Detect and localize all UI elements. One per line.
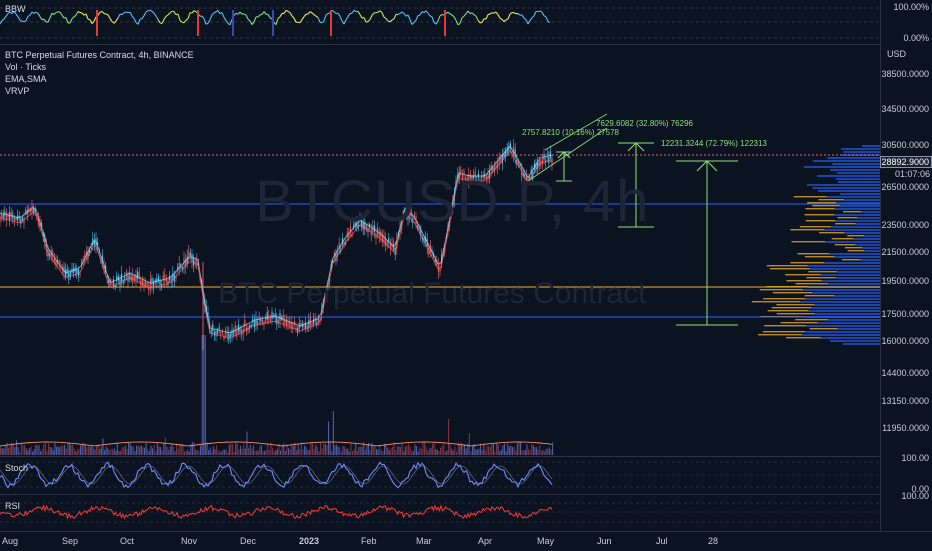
time-tick: Mar	[416, 536, 432, 546]
indicator-vrvp[interactable]: VRVP	[5, 85, 194, 97]
measure-arrow-large[interactable]	[676, 161, 738, 325]
price-tick: 11950.0000	[882, 423, 929, 433]
time-tick: Feb	[361, 536, 377, 546]
bar-countdown: 01:07:06	[880, 169, 932, 180]
time-tick: Dec	[240, 536, 256, 546]
time-tick: Aug	[2, 536, 18, 546]
price-tick: 17500.0000	[881, 309, 929, 319]
time-tick: 28	[708, 536, 718, 546]
price-tick: 14400.0000	[881, 368, 929, 378]
time-axis[interactable]: Aug Sep Oct Nov Dec 2023 Feb Mar Apr May…	[0, 531, 932, 551]
measure-label-large: 12231.3244 (72.79%) 122313	[661, 139, 767, 148]
price-tick: 19500.0000	[881, 276, 929, 286]
price-tick: 34500.0000	[881, 104, 929, 114]
measure-label-medium: 7629.6082 (32.80%) 76296	[596, 119, 693, 128]
price-tick: 38500.0000	[881, 69, 929, 79]
name-watermark: BTC Perpetual Futures Contract	[218, 277, 647, 311]
time-tick: Oct	[120, 536, 134, 546]
indicator-vol[interactable]: Vol · Ticks	[5, 61, 194, 73]
indicator-ema-sma[interactable]: EMA,SMA	[5, 73, 194, 85]
main-legend: BTC Perpetual Futures Contract, 4h, BINA…	[5, 49, 194, 97]
time-tick-year: 2023	[299, 536, 319, 546]
volume-bars	[0, 335, 553, 455]
time-tick: Apr	[478, 536, 492, 546]
pane-separator[interactable]	[0, 44, 880, 45]
price-tick: 30500.0000	[881, 140, 929, 150]
rsi-axis-top: 100.00	[901, 491, 929, 501]
price-tick: 23500.0000	[881, 220, 929, 230]
time-tick: May	[537, 536, 554, 546]
bbw-legend[interactable]: BBW	[5, 3, 26, 15]
current-price-tag: 28892.9000	[880, 156, 932, 168]
volume-profile	[752, 145, 880, 345]
stoch-legend[interactable]: Stoch	[5, 462, 28, 474]
symbol-title[interactable]: BTC Perpetual Futures Contract, 4h, BINA…	[5, 49, 194, 61]
symbol-watermark: BTCUSD.P, 4h	[255, 168, 650, 235]
currency-label: USD	[887, 49, 906, 59]
rsi-legend[interactable]: RSI	[5, 500, 20, 512]
time-tick: Jul	[656, 536, 668, 546]
price-tick: 21500.0000	[881, 247, 929, 257]
stoch-axis-top: 100.00	[901, 453, 929, 463]
bbw-series	[0, 10, 550, 36]
price-tick: 16000.0000	[881, 336, 929, 346]
price-tick: 26500.0000	[881, 182, 929, 192]
pane-separator[interactable]	[0, 494, 880, 495]
pane-separator[interactable]	[0, 456, 880, 457]
time-tick: Nov	[181, 536, 197, 546]
bbw-axis-top: 100.00%	[893, 2, 929, 12]
price-axis[interactable]: 100.00% 0.00% USD 38500.0000 34500.0000 …	[880, 0, 932, 531]
price-tick: 13150.0000	[881, 396, 929, 406]
time-tick: Jun	[597, 536, 612, 546]
measure-label-small: 2757.8210 (10.16%) 27578	[522, 128, 619, 137]
time-tick: Sep	[62, 536, 78, 546]
bbw-axis-bottom: 0.00%	[903, 33, 929, 43]
